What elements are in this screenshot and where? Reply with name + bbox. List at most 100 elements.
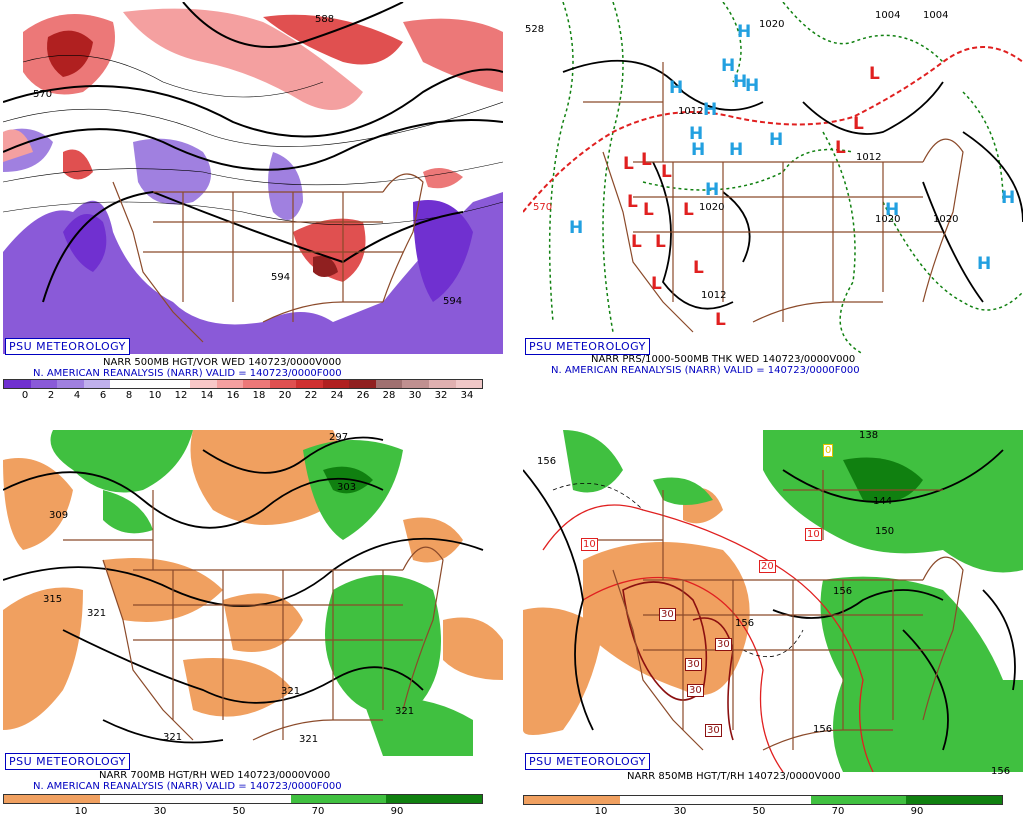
contour-label: 156 [537,456,557,467]
high-pressure-marker: H [669,78,684,98]
low-pressure-marker: L [623,154,634,174]
panel-500mb-vorticity: 570 594 594 588 PSU METEOROLOGY NARR 500… [3,2,503,402]
temp-label: 0 [823,444,834,457]
tick-label: 16 [226,390,240,401]
thickness-label: 528 [525,24,545,35]
isobar-label: 1012 [856,152,882,163]
temp-label: 10 [581,538,598,551]
tick-label: 26 [356,390,370,401]
contour-label: 321 [395,706,415,717]
psu-meteorology-credit: PSU METEOROLOGY [525,338,650,355]
high-pressure-marker: H [705,180,720,200]
chart-caption: NARR 700MB HGT/RH WED 140723/0000V000 [99,770,331,781]
low-pressure-marker: L [627,192,638,212]
contour-label: 570 [33,89,53,100]
high-pressure-marker: H [691,140,706,160]
contour-label: 594 [271,272,291,283]
isobar-label: 1004 [923,10,949,21]
rh-colorbar-ticks: 10 30 50 70 90 [3,806,481,818]
high-pressure-marker: H [703,100,718,120]
tick-label: 30 [153,806,167,817]
tick-label: 4 [73,390,81,401]
low-pressure-marker: L [631,232,642,252]
high-pressure-marker: H [729,140,744,160]
tick-label: 70 [831,806,845,817]
panel-850mb-hgt-t-rh: 156 156 156 156 144 150 156 138 10 10 20… [523,430,1023,819]
tick-label: 12 [174,390,188,401]
tick-label: 20 [278,390,292,401]
tick-label: 34 [460,390,474,401]
contour-label: 594 [443,296,463,307]
chart-subcaption: N. AMERICAN REANALYSIS (NARR) VALID = 14… [33,781,342,792]
temp-label: 30 [687,684,704,697]
panel-pressure-thickness: 1020 1012 1012 1012 1020 1020 1020 1004 … [523,2,1023,402]
low-pressure-marker: L [643,200,654,220]
tick-label: 0 [21,390,29,401]
vorticity-colorbar [3,379,483,389]
vorticity-map [3,2,503,354]
high-pressure-marker: H [689,124,704,144]
tick-label: 30 [673,806,687,817]
isobar-label: 1020 [759,19,785,30]
tick-label: 2 [47,390,55,401]
tick-label: 18 [252,390,266,401]
high-pressure-marker: H [737,22,752,42]
low-pressure-marker: L [641,150,652,170]
low-pressure-marker: L [853,114,864,134]
contour-label: 156 [833,586,853,597]
temp-label: 30 [685,658,702,671]
psu-meteorology-credit: PSU METEOROLOGY [525,753,650,770]
rh-850mb-map [523,430,1023,772]
tick-label: 70 [311,806,325,817]
low-pressure-marker: L [869,64,880,84]
contour-label: 138 [859,430,879,441]
temp-label: 10 [805,528,822,541]
tick-label: 10 [74,806,88,817]
contour-label: 588 [315,14,335,25]
temp-label: 30 [659,608,676,621]
isobar-label: 1012 [701,290,727,301]
tick-label: 50 [752,806,766,817]
high-pressure-marker: H [745,76,760,96]
temp-label: 30 [715,638,732,651]
tick-label: 32 [434,390,448,401]
thickness-label: 570 [533,202,553,213]
chart-caption: NARR 500MB HGT/VOR WED 140723/0000V000 [103,357,342,368]
high-pressure-marker: H [1001,188,1016,208]
tick-label: 10 [594,806,608,817]
contour-label: 321 [163,732,183,743]
contour-label: 297 [329,432,349,443]
vorticity-colorbar-ticks: 0 2 4 6 8 10 12 14 16 18 20 22 24 26 28 … [3,390,481,402]
temp-label: 30 [705,724,722,737]
tick-label: 6 [99,390,107,401]
contour-label: 315 [43,594,63,605]
psu-meteorology-credit: PSU METEOROLOGY [5,753,130,770]
chart-caption: NARR 850MB HGT/T/RH 140723/0000V000 [627,771,841,782]
chart-subcaption: N. AMERICAN REANALYSIS (NARR) VALID = 14… [551,365,860,376]
isobar-label: 1020 [699,202,725,213]
contour-label: 150 [875,526,895,537]
contour-label: 321 [281,686,301,697]
tick-label: 24 [330,390,344,401]
contour-label: 144 [873,496,893,507]
tick-label: 30 [408,390,422,401]
low-pressure-marker: L [683,200,694,220]
contour-label: 156 [991,766,1011,777]
low-pressure-marker: L [715,310,726,330]
low-pressure-marker: L [651,274,662,294]
tick-label: 50 [232,806,246,817]
low-pressure-marker: L [661,162,672,182]
contour-label: 156 [735,618,755,629]
rh-700mb-map [3,430,503,756]
contour-label: 303 [337,482,357,493]
high-pressure-marker: H [733,72,748,92]
contour-label: 309 [49,510,69,521]
temp-label: 20 [759,560,776,573]
high-pressure-marker: H [977,254,992,274]
high-pressure-marker: H [721,56,736,76]
high-pressure-marker: H [885,200,900,220]
contour-label: 321 [299,734,319,745]
low-pressure-marker: L [655,232,666,252]
rh-colorbar [3,794,483,804]
tick-label: 8 [125,390,133,401]
